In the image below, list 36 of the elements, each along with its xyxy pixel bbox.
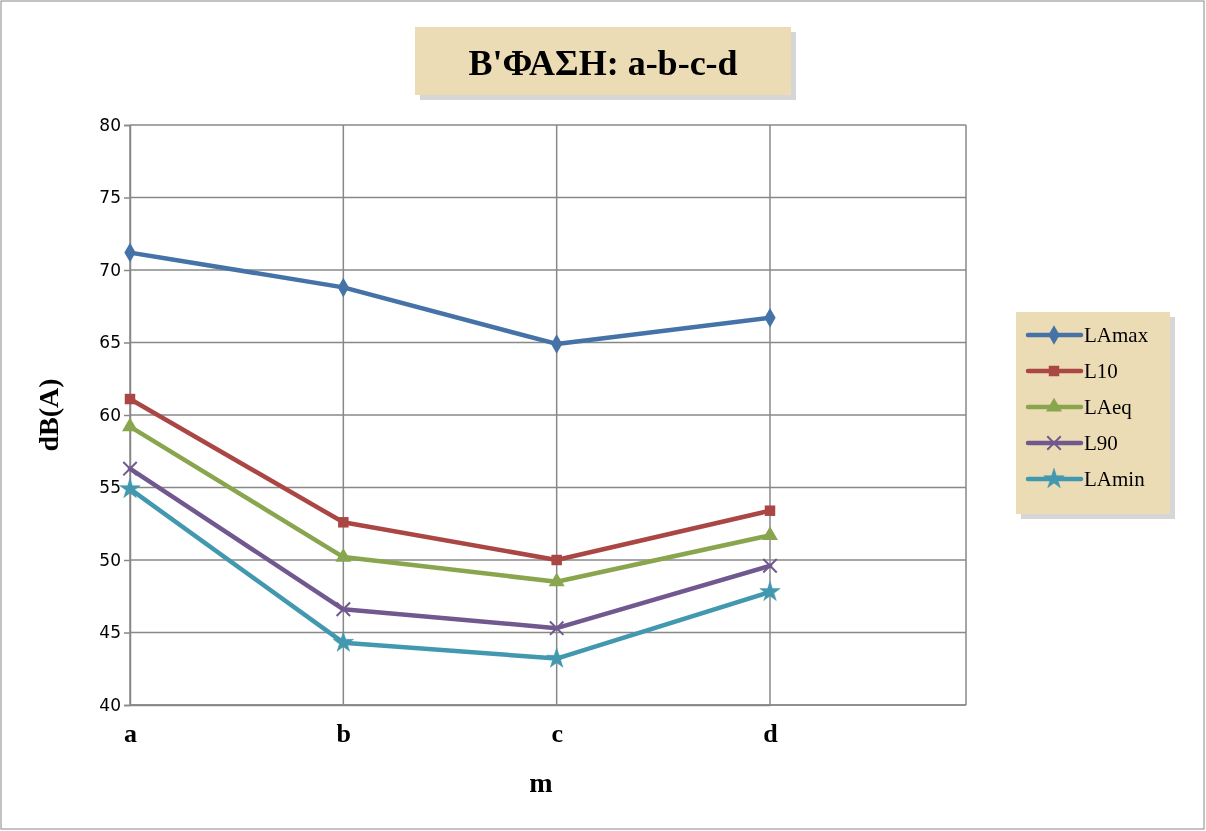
point <box>124 393 136 405</box>
x-tick-label: c <box>551 719 563 749</box>
y-tick-label: 80 <box>99 114 121 135</box>
legend-label: LAmax <box>1084 323 1149 347</box>
point <box>548 620 565 636</box>
y-tick-label: 75 <box>99 187 121 208</box>
point <box>764 505 776 516</box>
y-tick-label: 70 <box>99 259 121 280</box>
y-axis-title: dB(A) <box>33 378 64 452</box>
x-axis-title: m <box>529 767 553 798</box>
y-tick-label: 60 <box>99 404 121 425</box>
legend-label: L90 <box>1084 431 1118 455</box>
point <box>335 547 352 562</box>
point <box>338 517 349 528</box>
point <box>122 417 138 432</box>
x-tick-label: a <box>124 719 137 749</box>
legend-label: L10 <box>1084 359 1118 383</box>
x-tick-label: b <box>336 719 352 749</box>
y-tick-label: 45 <box>99 622 121 643</box>
point <box>332 631 354 652</box>
point <box>122 460 138 477</box>
x-tick-label: d <box>763 719 779 749</box>
y-tick-label: 65 <box>99 332 121 353</box>
y-tick-label: 40 <box>99 694 121 715</box>
y-tick-label: 55 <box>99 477 121 498</box>
point <box>548 572 565 587</box>
y-tick-label: 50 <box>99 549 121 570</box>
legend-label: LAmin <box>1084 467 1146 491</box>
point <box>119 477 141 498</box>
legend-label: LAeq <box>1084 395 1133 419</box>
point <box>759 580 781 601</box>
point <box>335 601 352 618</box>
point <box>551 554 562 566</box>
point <box>762 526 778 540</box>
point <box>762 558 778 574</box>
chart-title: B'ΦΑΣΗ: a-b-c-d <box>468 43 738 83</box>
